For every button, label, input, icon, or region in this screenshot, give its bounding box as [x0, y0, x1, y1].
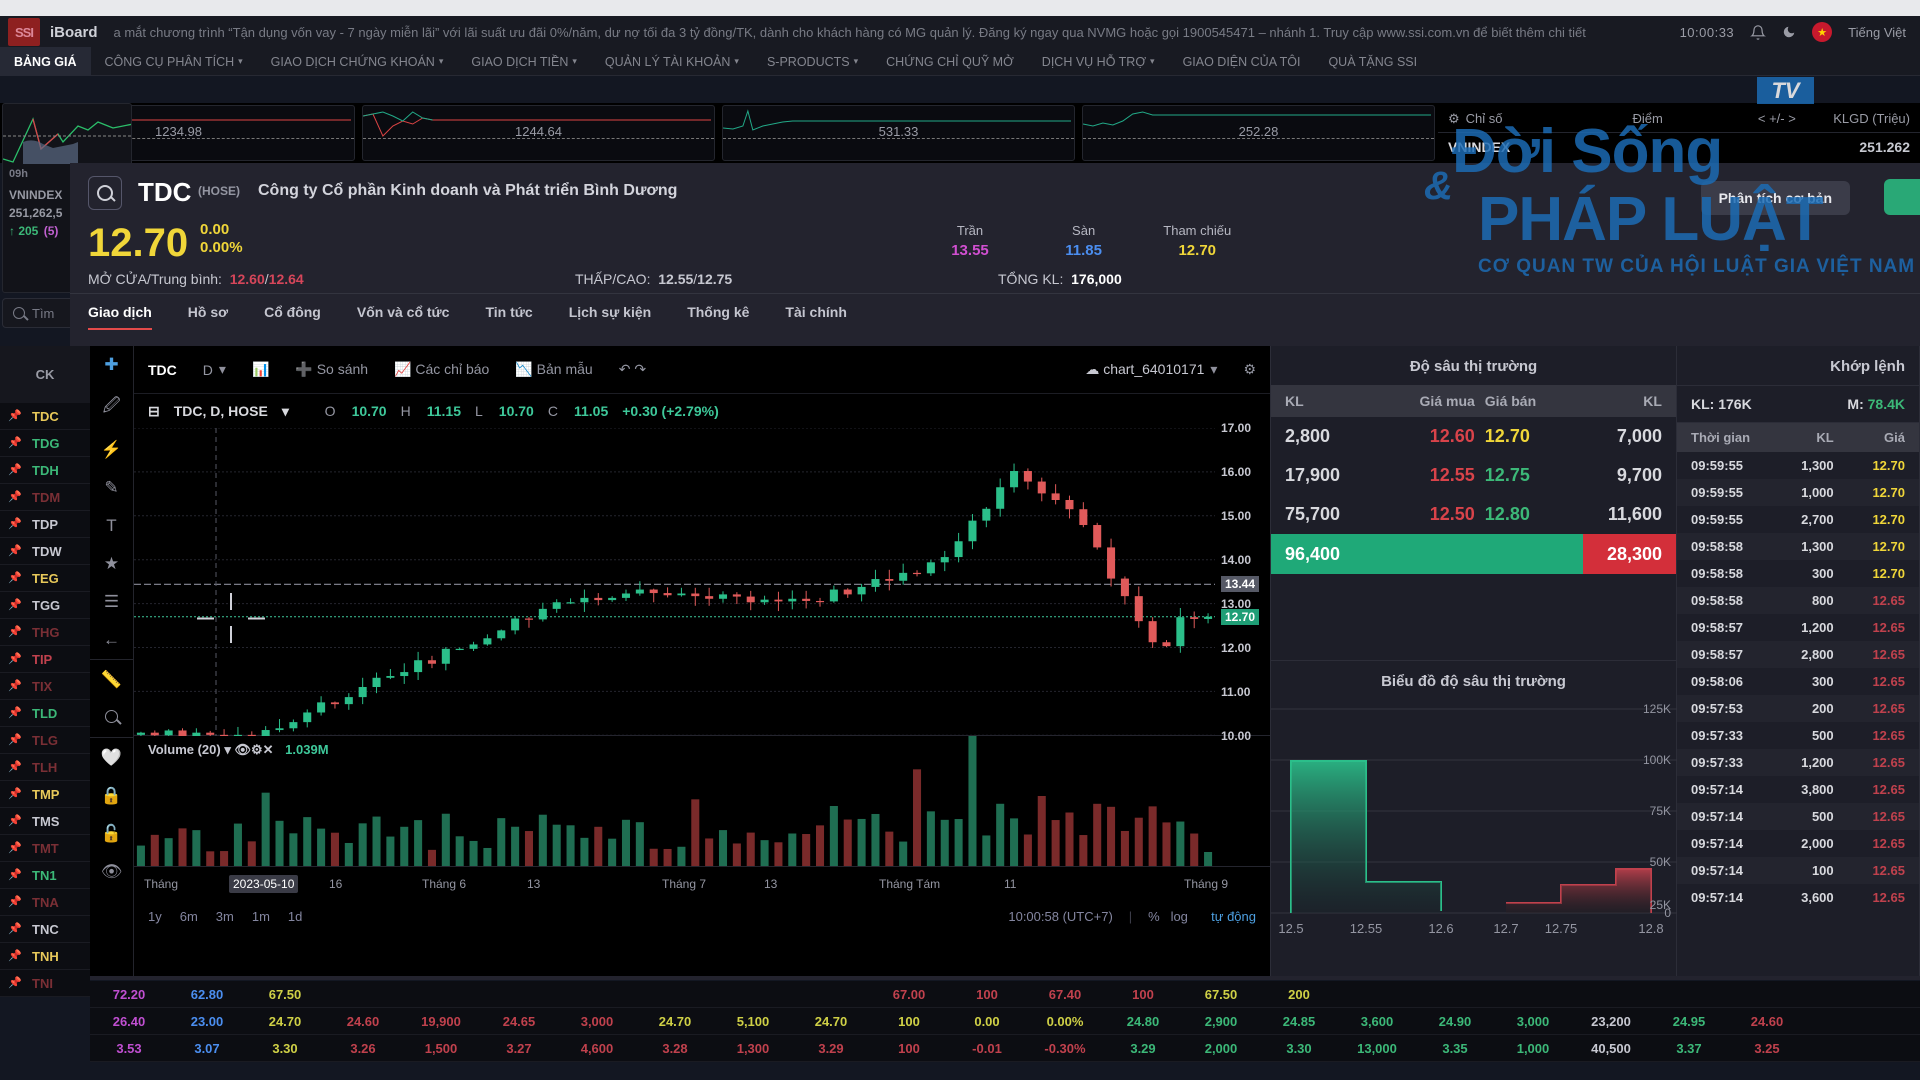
- svg-text:12.6: 12.6: [1428, 921, 1453, 936]
- svg-text:100K: 100K: [1643, 753, 1671, 767]
- svg-text:0: 0: [1664, 906, 1671, 920]
- svg-text:12.7: 12.7: [1493, 921, 1518, 936]
- svg-text:12.55: 12.55: [1350, 921, 1383, 936]
- svg-text:12.75: 12.75: [1545, 921, 1578, 936]
- svg-text:125K: 125K: [1643, 702, 1671, 716]
- svg-text:12.8: 12.8: [1638, 921, 1663, 936]
- svg-text:75K: 75K: [1650, 804, 1671, 818]
- svg-text:12.5: 12.5: [1278, 921, 1303, 936]
- svg-text:50K: 50K: [1650, 855, 1671, 869]
